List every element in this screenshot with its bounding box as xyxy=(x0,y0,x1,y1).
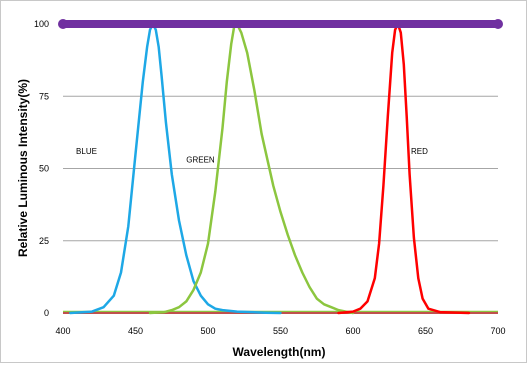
y-tick-label-0: 0 xyxy=(44,308,49,318)
annotations: BLUE GREEN RED xyxy=(76,147,428,165)
y-axis-title: Relative Luminous Intensity(%) xyxy=(16,79,30,257)
y-tick-label-1: 25 xyxy=(39,236,49,246)
x-tick-label-4: 600 xyxy=(345,326,360,336)
x-tick-label-2: 500 xyxy=(200,326,215,336)
y-tick-label-3: 75 xyxy=(39,91,49,101)
series-layer xyxy=(58,19,503,315)
series-line-blue xyxy=(69,22,282,315)
x-tick-label-6: 700 xyxy=(490,326,505,336)
series-point-purple-1 xyxy=(493,19,503,29)
chart: 0 25 50 75 100 400 450 500 550 600 650 700 BLUE GREE… xyxy=(16,19,506,359)
x-tick-label-3: 550 xyxy=(273,326,288,336)
y-tick-label-2: 50 xyxy=(39,164,49,174)
x-tick-label-0: 400 xyxy=(55,326,70,336)
x-tick-label-5: 650 xyxy=(418,326,433,336)
annotation-green: GREEN xyxy=(186,156,215,165)
annotation-blue: BLUE xyxy=(76,147,97,156)
series-line-green xyxy=(148,22,355,315)
x-axis-title: Wavelength(nm) xyxy=(233,345,326,359)
y-tick-label-4: 100 xyxy=(34,19,49,29)
series-point-purple-0 xyxy=(58,19,68,29)
tick-labels: 0 25 50 75 100 400 450 500 550 600 650 700 xyxy=(34,19,506,336)
x-tick-label-1: 450 xyxy=(128,326,143,336)
gridlines xyxy=(63,23,498,314)
annotation-red: RED xyxy=(411,147,428,156)
